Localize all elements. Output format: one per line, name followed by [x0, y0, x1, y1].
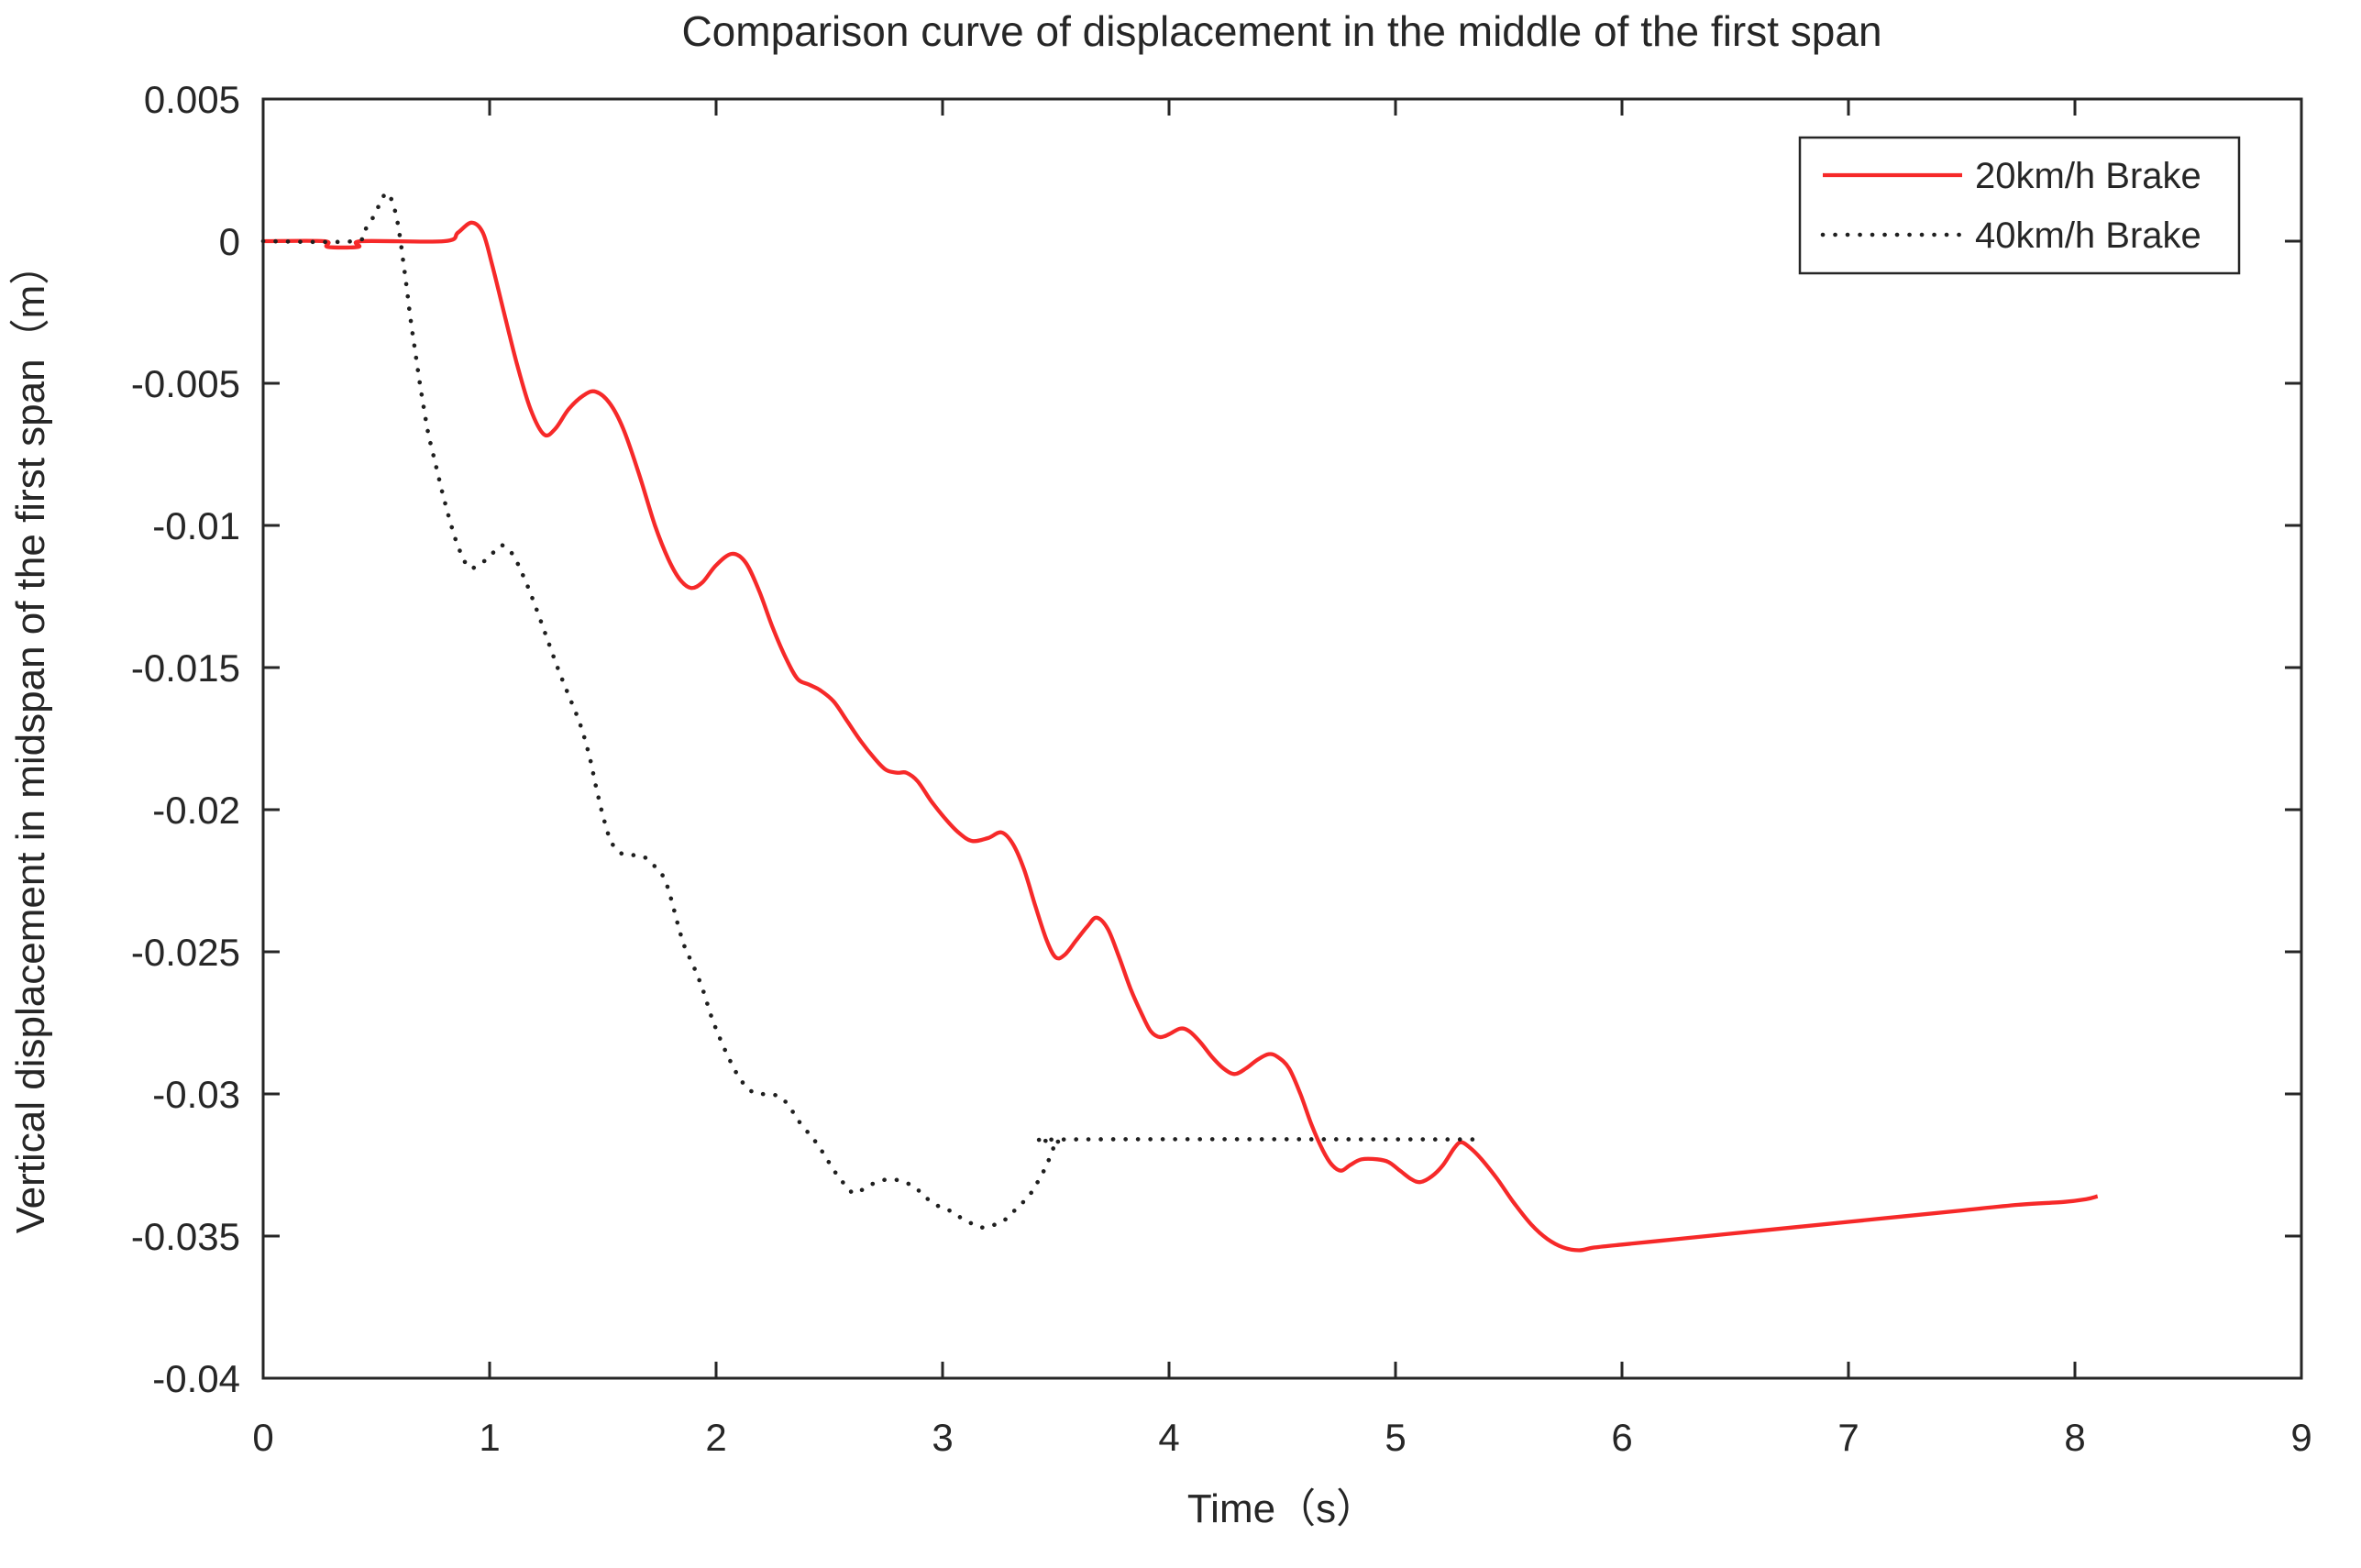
y-tick-label: -0.015	[131, 646, 240, 690]
x-tick-label: 0	[252, 1416, 273, 1459]
legend-label-40kmh: 40km/h Brake	[1975, 215, 2201, 256]
y-axis-label: Vertical displacement in midspan of the …	[8, 245, 53, 1233]
y-tick-label: 0.005	[144, 78, 240, 121]
chart-title: Comparison curve of displacement in the …	[681, 7, 1881, 55]
x-tick-label: 7	[1837, 1416, 1859, 1459]
x-axis-label: Time（s）	[1187, 1486, 1376, 1531]
x-tick-label: 8	[2064, 1416, 2085, 1459]
x-tick-label: 5	[1385, 1416, 1406, 1459]
y-tick-label: 0	[219, 220, 240, 263]
x-tick-label: 9	[2290, 1416, 2311, 1459]
series-line-40kmh	[260, 191, 1486, 1230]
y-tick-label: -0.005	[131, 362, 240, 405]
y-tick-label: -0.03	[152, 1073, 240, 1116]
y-tick-label: -0.04	[152, 1357, 240, 1400]
legend: 20km/h Brake 40km/h Brake	[1798, 136, 2241, 275]
y-tick-label: -0.01	[152, 504, 240, 547]
x-tick-label: 2	[705, 1416, 726, 1459]
x-tick-label: 3	[932, 1416, 953, 1459]
x-tick-label: 1	[479, 1416, 500, 1459]
y-tick-label: -0.025	[131, 931, 240, 974]
x-tick-label: 4	[1158, 1416, 1179, 1459]
x-tick-label: 6	[1611, 1416, 1632, 1459]
legend-box	[1798, 136, 2241, 275]
y-tick-label: -0.035	[131, 1215, 240, 1258]
plot-border	[261, 97, 2303, 1380]
legend-label-20kmh: 20km/h Brake	[1975, 156, 2201, 196]
series-line-20kmh	[262, 220, 2099, 1253]
y-tick-label: -0.02	[152, 789, 240, 832]
axis-ticks: 0 1 2 3 4 5 6 7 8 9 0.005 0 -0.005 -0.01 -0.015 -0.02 -0…	[131, 78, 2312, 1459]
series-layer	[260, 191, 2099, 1253]
